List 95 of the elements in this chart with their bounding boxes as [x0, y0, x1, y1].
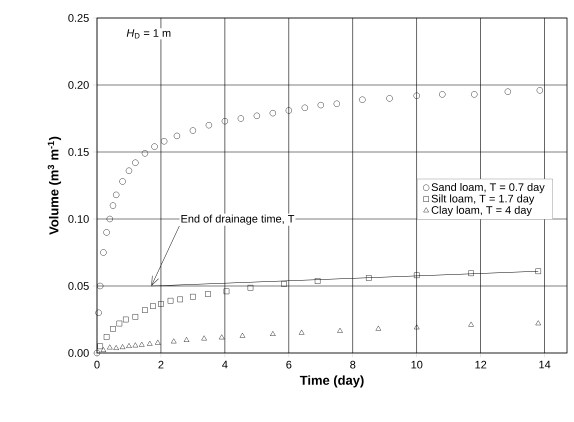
point	[254, 112, 260, 120]
point	[201, 335, 207, 340]
point	[146, 340, 153, 346]
point	[468, 322, 474, 327]
legend-label: Clay loam, T = 4 day	[432, 206, 532, 216]
point	[120, 344, 126, 350]
point	[132, 314, 138, 320]
point	[107, 344, 113, 350]
point	[205, 291, 211, 297]
point	[177, 296, 183, 302]
point	[110, 202, 116, 209]
point	[318, 102, 324, 108]
point	[97, 344, 103, 350]
point	[142, 307, 148, 313]
point	[142, 150, 148, 157]
x-tick-label: 6	[286, 360, 292, 369]
point	[414, 92, 420, 99]
legend-label: Silt loam, T = 1.7 day	[432, 194, 534, 205]
point	[439, 91, 446, 98]
point	[95, 310, 102, 316]
point	[100, 249, 107, 256]
point	[471, 91, 478, 98]
point	[104, 334, 110, 340]
point	[116, 320, 122, 326]
point	[113, 345, 119, 350]
point	[218, 334, 224, 340]
y-tick-label: 0.15	[68, 148, 89, 156]
point	[168, 298, 174, 304]
point	[414, 324, 420, 330]
y-tick-label: 0.20	[68, 81, 89, 89]
point	[468, 270, 474, 276]
x-tick-label: 12	[475, 360, 486, 368]
point	[190, 294, 196, 300]
point	[359, 96, 366, 103]
point	[206, 122, 212, 128]
x-tick-label: 2	[158, 360, 164, 368]
point	[366, 275, 372, 281]
point	[110, 326, 116, 332]
point	[190, 127, 196, 134]
point	[158, 301, 164, 307]
point	[138, 342, 145, 347]
point	[298, 330, 304, 335]
point	[302, 104, 308, 111]
point	[122, 316, 129, 322]
x-axis-title: Time (day)	[300, 375, 364, 388]
y-tick-label: 0.05	[68, 282, 89, 290]
point	[170, 338, 177, 344]
point	[270, 331, 276, 336]
point	[97, 282, 104, 290]
x-tick-label: 8	[350, 360, 356, 369]
point	[337, 328, 343, 333]
point	[248, 284, 254, 291]
point	[100, 347, 106, 352]
point	[238, 115, 244, 122]
point	[270, 110, 276, 116]
point	[222, 118, 228, 124]
point	[314, 278, 320, 284]
point	[103, 229, 110, 236]
y-tick-label: 0.25	[68, 14, 89, 22]
point	[112, 192, 120, 198]
point	[414, 272, 420, 278]
y-axis-title: Volume (m$^{3}$ m$^{-1}$)	[48, 136, 62, 235]
y-tick-label: 0.10	[68, 215, 89, 223]
point	[126, 168, 132, 174]
x-tick-label: 10	[411, 360, 422, 369]
y-tick-label: 0.00	[68, 349, 89, 357]
point	[184, 337, 190, 342]
x-tick-label: 0	[94, 360, 100, 369]
point	[240, 332, 246, 338]
point	[150, 303, 156, 309]
point	[535, 268, 542, 274]
point	[286, 107, 292, 114]
point	[106, 216, 113, 222]
point	[151, 143, 158, 150]
point	[224, 288, 230, 294]
x-tick-label: 4	[222, 360, 228, 368]
point	[126, 343, 132, 348]
point	[536, 87, 544, 94]
point	[154, 340, 161, 345]
point	[174, 132, 180, 140]
x-tick-label: 14	[539, 360, 550, 368]
point	[160, 138, 168, 144]
point	[132, 160, 139, 166]
point	[281, 281, 287, 287]
point	[334, 100, 340, 107]
annotation: End of drainage time, T	[181, 214, 294, 225]
point	[119, 178, 126, 185]
point	[504, 88, 512, 95]
point	[376, 326, 382, 331]
legend-label: Sand loam, T = 0.7 day	[432, 182, 545, 194]
point	[94, 350, 100, 356]
annotation: H$_{D}$ = 1 m	[126, 29, 170, 38]
point	[535, 320, 542, 326]
point	[132, 342, 138, 348]
point	[386, 95, 393, 102]
